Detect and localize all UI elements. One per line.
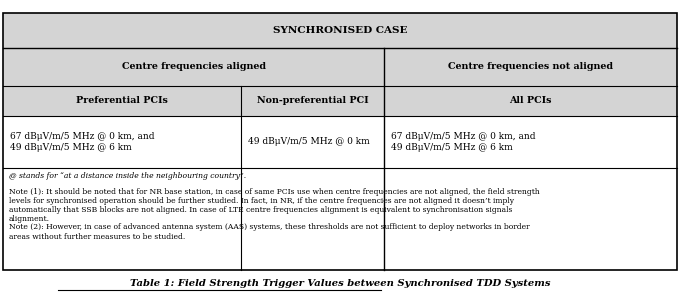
Text: Non-preferential PCI: Non-preferential PCI — [257, 97, 369, 105]
Text: All PCIs: All PCIs — [509, 97, 551, 105]
Text: 49 dBμV/m/5 MHz @ 0 km: 49 dBμV/m/5 MHz @ 0 km — [248, 137, 370, 146]
Text: @ stands for “at a distance inside the neighbouring country”.: @ stands for “at a distance inside the n… — [9, 172, 246, 180]
Text: Centre frequencies not aligned: Centre frequencies not aligned — [448, 62, 613, 71]
Text: 67 dBμV/m/5 MHz @ 0 km, and
49 dBμV/m/5 MHz @ 6 km: 67 dBμV/m/5 MHz @ 0 km, and 49 dBμV/m/5 … — [391, 132, 536, 151]
Text: Preferential PCIs: Preferential PCIs — [76, 97, 169, 105]
Text: Note (2): However, in case of advanced antenna system (AAS) systems, these thres: Note (2): However, in case of advanced a… — [9, 223, 530, 241]
Text: Centre frequencies aligned: Centre frequencies aligned — [122, 62, 266, 71]
Bar — [3, 48, 677, 86]
Text: Table 1: Field Strength Trigger Values between Synchronised TDD Systems: Table 1: Field Strength Trigger Values b… — [130, 279, 550, 288]
Bar — [3, 13, 677, 270]
Bar — [3, 13, 677, 48]
Bar — [3, 168, 677, 270]
Text: SYNCHRONISED CASE: SYNCHRONISED CASE — [273, 26, 407, 35]
Bar — [3, 116, 677, 168]
Text: 67 dBμV/m/5 MHz @ 0 km, and
49 dBμV/m/5 MHz @ 6 km: 67 dBμV/m/5 MHz @ 0 km, and 49 dBμV/m/5 … — [10, 132, 154, 151]
Text: Note (1): It should be noted that for NR base station, in case of same PCIs use : Note (1): It should be noted that for NR… — [9, 188, 540, 223]
Bar — [3, 86, 677, 116]
